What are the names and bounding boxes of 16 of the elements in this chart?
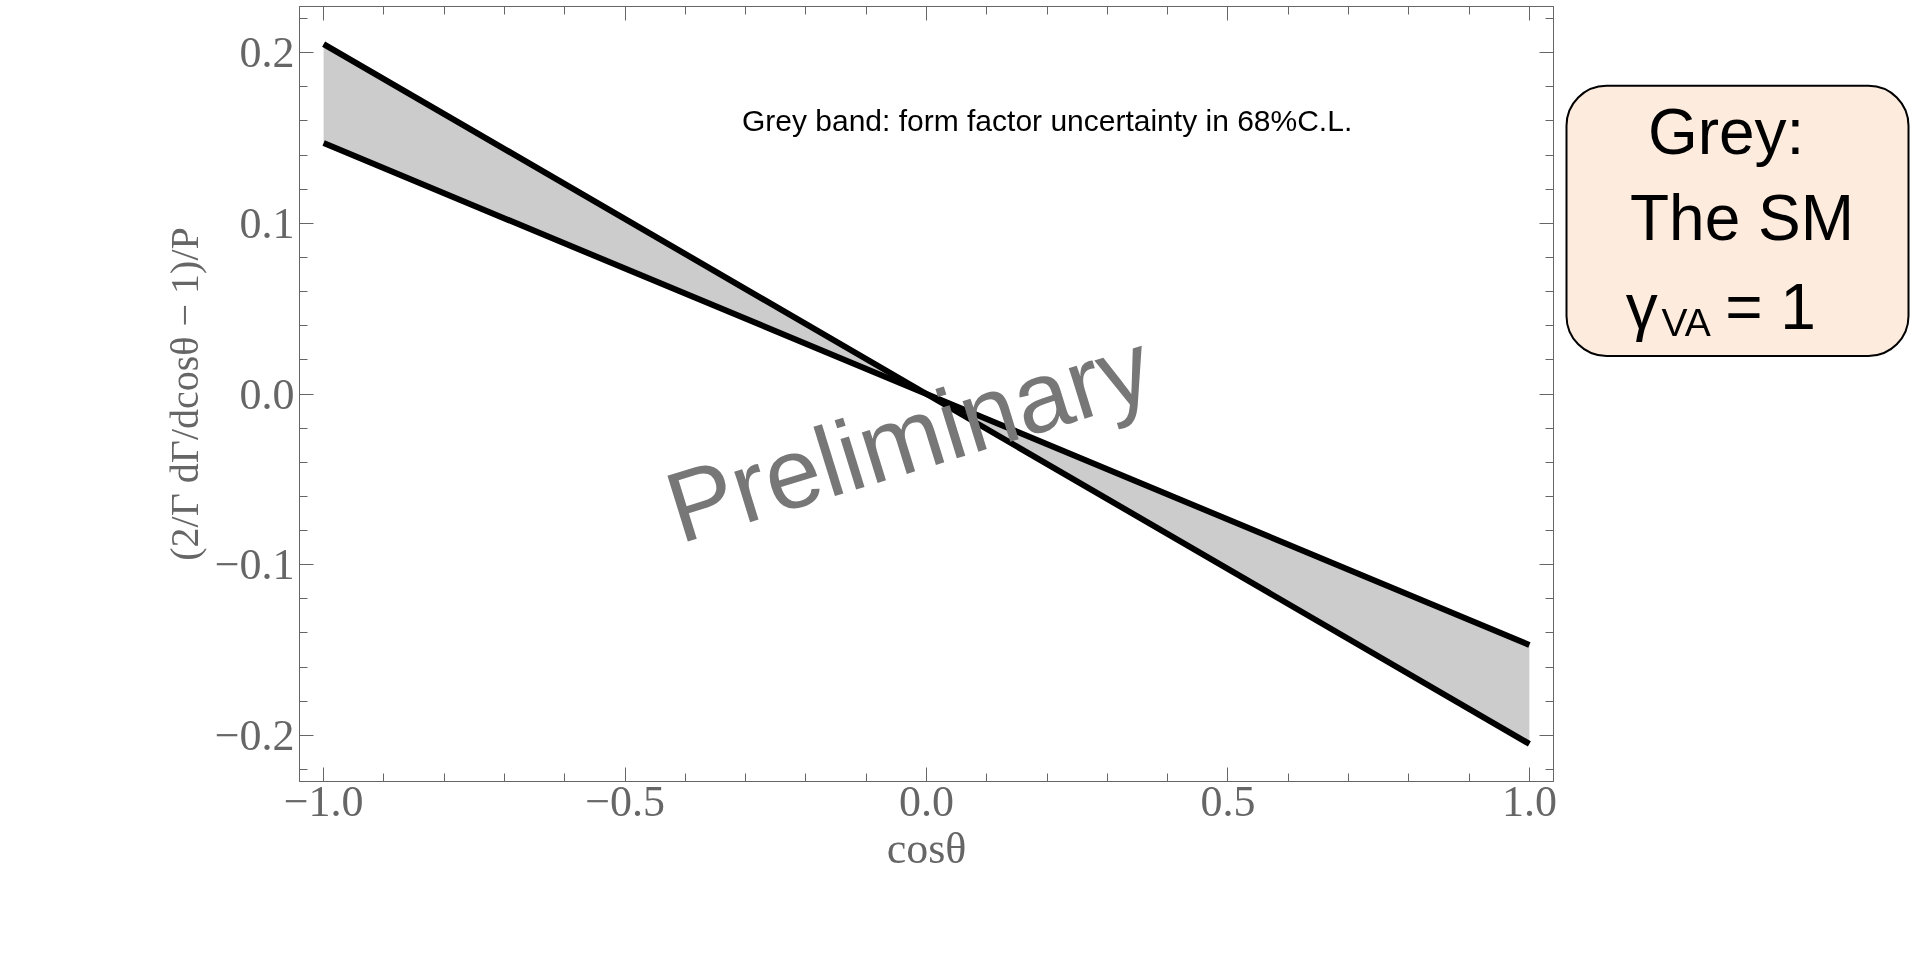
- text: γVA = 1: [1625, 271, 1816, 345]
- text: Grey:: [1647, 95, 1805, 168]
- y-tick-label: −0.1: [214, 540, 295, 590]
- text: The SM: [1629, 182, 1855, 255]
- y-tick-label: −0.2: [214, 710, 295, 760]
- y-tick-label: 0.1: [239, 198, 295, 248]
- y-tick-label: 0.0: [239, 369, 295, 419]
- x-tick-label: 0.5: [1200, 776, 1256, 826]
- annotation: Grey band: form factor uncertainty in 68%C.L.: [741, 104, 1353, 138]
- y-tick-label: 0.2: [239, 28, 295, 78]
- x-axis-title: cosθ: [886, 823, 967, 873]
- x-tick-label: −1.0: [283, 776, 364, 826]
- x-tick-label: 1.0: [1501, 776, 1557, 826]
- x-tick-label: −0.5: [585, 776, 665, 826]
- x-tick-label: 0.0: [899, 776, 954, 826]
- y-axis-title: (2/Γ dΓ/dcosθ − 1)/P: [161, 227, 207, 561]
